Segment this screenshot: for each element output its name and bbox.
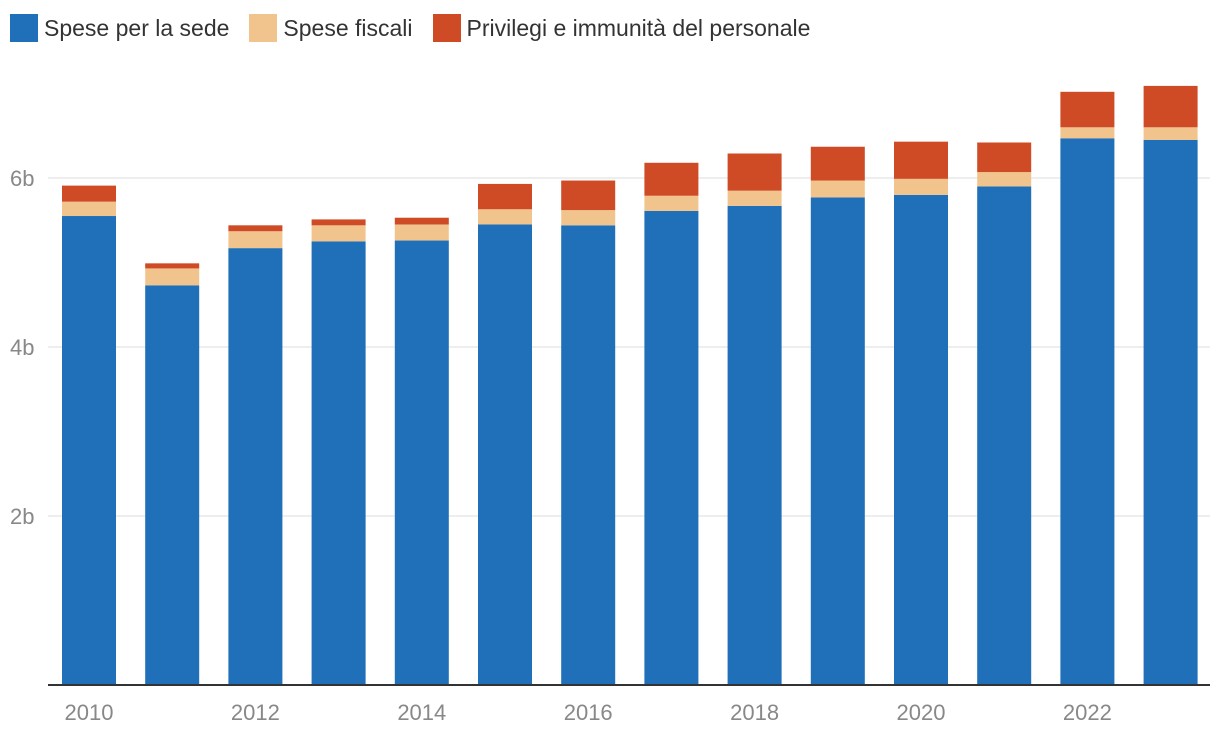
bar-stack-2019 <box>810 146 865 685</box>
bar-spese-per-la-sede-2016[interactable] <box>561 225 616 685</box>
legend-label-spese-per-la-sede: Spese per la sede <box>44 14 230 41</box>
y-tick-label-2b: 2b <box>10 504 34 529</box>
y-tick-label-6b: 6b <box>10 166 34 191</box>
bar-stack-2015 <box>478 183 532 685</box>
bar-spese-fiscali-2021[interactable] <box>977 172 1032 187</box>
bar-stack-2011 <box>145 263 200 685</box>
bar-spese-per-la-sede-2014[interactable] <box>394 240 449 685</box>
legend-item-spese-per-la-sede[interactable]: Spese per la sede <box>10 14 229 42</box>
bar-spese-per-la-sede-2011[interactable] <box>145 285 200 685</box>
x-tick-label-2010: 2010 <box>65 700 114 725</box>
bar-stack-2022 <box>1060 91 1115 685</box>
bar-spese-fiscali-2019[interactable] <box>810 180 865 198</box>
gridlines <box>48 177 1210 517</box>
bar-spese-fiscali-2016[interactable] <box>561 210 616 226</box>
bar-privilegi-e-immunita-del-personale-2017[interactable] <box>644 162 699 196</box>
bar-spese-per-la-sede-2019[interactable] <box>810 197 865 685</box>
x-tick-label-2020: 2020 <box>897 700 946 725</box>
legend-label-spese-fiscali: Spese fiscali <box>283 14 413 41</box>
bar-spese-fiscali-2018[interactable] <box>727 190 782 206</box>
legend-label-privilegi: Privilegi e immunità del personale <box>466 14 811 41</box>
bar-privilegi-e-immunita-del-personale-2016[interactable] <box>561 180 616 211</box>
legend-item-spese-fiscali[interactable]: Spese fiscali <box>249 14 413 42</box>
bar-stack-2017 <box>644 162 699 685</box>
bar-privilegi-e-immunita-del-personale-2014[interactable] <box>394 217 449 225</box>
bar-spese-fiscali-2013[interactable] <box>311 225 366 242</box>
bar-spese-per-la-sede-2020[interactable] <box>894 194 948 685</box>
bar-privilegi-e-immunita-del-personale-2018[interactable] <box>727 153 782 191</box>
bar-spese-per-la-sede-2023[interactable] <box>1143 139 1198 686</box>
bar-stack-2021 <box>977 142 1032 685</box>
bar-spese-per-la-sede-2017[interactable] <box>644 210 699 685</box>
bar-spese-per-la-sede-2010[interactable] <box>62 216 116 685</box>
bar-spese-fiscali-2014[interactable] <box>394 224 449 241</box>
y-tick-label-4b: 4b <box>10 335 34 360</box>
bar-stack-2020 <box>894 141 948 685</box>
bar-privilegi-e-immunita-del-personale-2011[interactable] <box>145 263 200 269</box>
legend: Spese per la sede Spese fiscali Privileg… <box>10 12 830 44</box>
bar-stack-2013 <box>311 219 366 685</box>
bar-privilegi-e-immunita-del-personale-2023[interactable] <box>1143 85 1198 128</box>
bar-stack-2010 <box>62 185 116 685</box>
bar-spese-fiscali-2017[interactable] <box>644 195 699 211</box>
legend-swatch-privilegi <box>432 14 461 42</box>
bar-stack-2016 <box>561 180 616 685</box>
bar-spese-per-la-sede-2015[interactable] <box>478 224 532 685</box>
bar-stack-2014 <box>394 217 449 685</box>
legend-item-privilegi[interactable]: Privilegi e immunità del personale <box>432 14 811 42</box>
x-tick-label-2012: 2012 <box>231 700 280 725</box>
bar-privilegi-e-immunita-del-personale-2021[interactable] <box>977 142 1032 173</box>
bars <box>62 85 1198 686</box>
x-tick-label-2022: 2022 <box>1063 700 1112 725</box>
bar-spese-per-la-sede-2012[interactable] <box>228 248 283 685</box>
bar-spese-per-la-sede-2022[interactable] <box>1060 138 1115 685</box>
bar-privilegi-e-immunita-del-personale-2012[interactable] <box>228 225 283 232</box>
x-tick-label-2016: 2016 <box>564 700 613 725</box>
bar-privilegi-e-immunita-del-personale-2013[interactable] <box>311 219 366 226</box>
bar-spese-fiscali-2011[interactable] <box>145 268 200 286</box>
x-tick-label-2018: 2018 <box>730 700 779 725</box>
bar-spese-fiscali-2010[interactable] <box>62 201 116 217</box>
bar-stack-2012 <box>228 225 283 685</box>
bar-spese-fiscali-2012[interactable] <box>228 231 283 249</box>
y-tick-labels: 2b 4b 6b <box>10 166 34 529</box>
bar-spese-fiscali-2015[interactable] <box>478 209 532 225</box>
bar-privilegi-e-immunita-del-personale-2022[interactable] <box>1060 91 1115 128</box>
legend-swatch-spese-per-la-sede <box>10 14 38 42</box>
bar-stack-2018 <box>727 153 782 685</box>
x-tick-label-2014: 2014 <box>397 700 446 725</box>
bar-spese-per-la-sede-2021[interactable] <box>977 186 1032 685</box>
bar-stack-2023 <box>1143 85 1198 686</box>
bar-privilegi-e-immunita-del-personale-2010[interactable] <box>62 185 116 202</box>
bar-privilegi-e-immunita-del-personale-2015[interactable] <box>478 183 532 210</box>
bar-privilegi-e-immunita-del-personale-2020[interactable] <box>894 141 948 179</box>
x-tick-labels: 2010 2012 2014 2016 2018 2020 2022 <box>65 700 1112 725</box>
bar-privilegi-e-immunita-del-personale-2019[interactable] <box>810 146 865 181</box>
bar-spese-fiscali-2022[interactable] <box>1060 127 1115 139</box>
bar-spese-fiscali-2023[interactable] <box>1143 127 1198 140</box>
legend-swatch-spese-fiscali <box>249 14 278 42</box>
bar-spese-per-la-sede-2013[interactable] <box>311 241 366 685</box>
bar-spese-fiscali-2020[interactable] <box>894 178 948 195</box>
bar-spese-per-la-sede-2018[interactable] <box>727 205 782 685</box>
